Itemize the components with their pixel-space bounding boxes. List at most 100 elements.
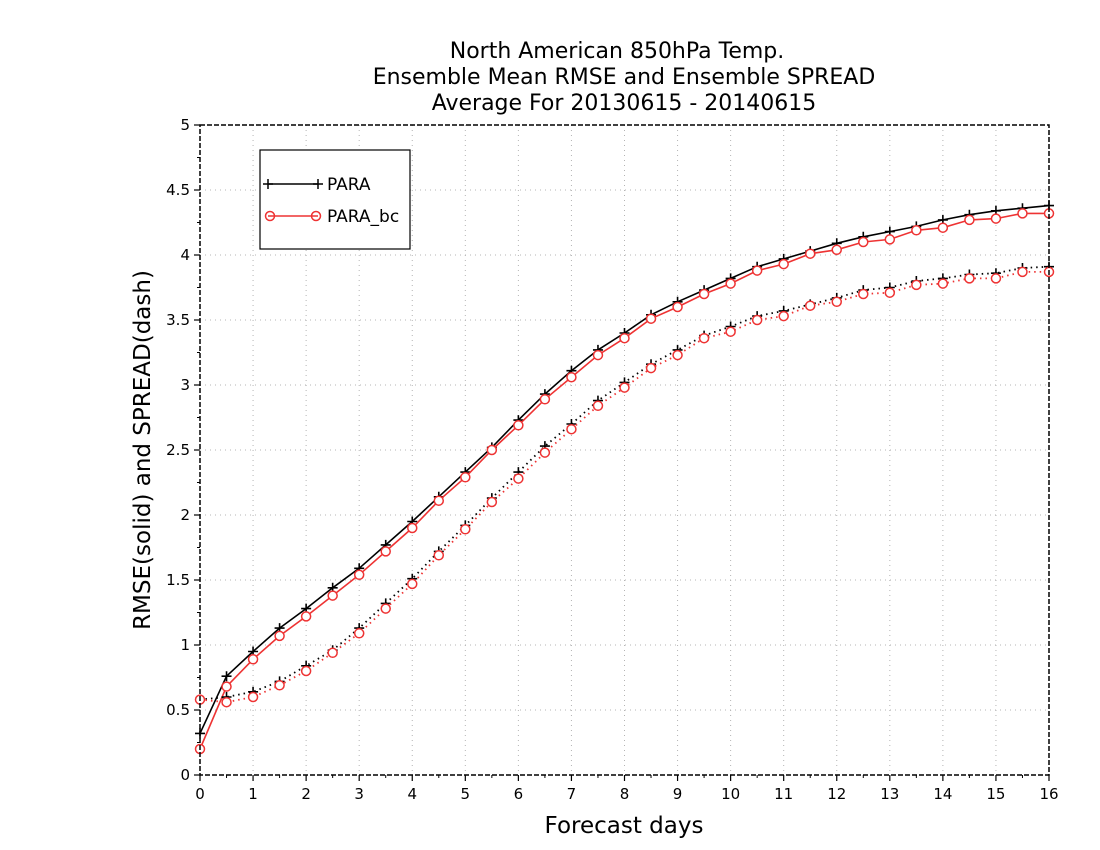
data-point	[221, 671, 232, 682]
data-point	[274, 630, 285, 642]
series-line	[199, 212, 1049, 750]
legend: PARA PARA_bc	[259, 149, 411, 250]
x-tick-label: 13	[880, 785, 899, 803]
data-point	[751, 314, 763, 326]
data-point	[433, 550, 445, 561]
data-point	[672, 301, 683, 313]
data-point	[619, 382, 630, 393]
data-point	[539, 394, 551, 405]
y-axis-label: RMSE(solid) and SPREAD(dash)	[130, 270, 156, 630]
x-tick-label: 0	[195, 785, 205, 803]
series-para-bc-rmse	[194, 208, 1055, 755]
data-point	[937, 222, 949, 233]
data-point	[1017, 266, 1028, 278]
data-point	[221, 681, 232, 692]
x-tick-label: 12	[827, 785, 846, 803]
title-line-1: North American 850hPa Temp.	[450, 39, 785, 64]
x-tick-label: 14	[933, 785, 952, 803]
data-point	[698, 332, 710, 344]
data-point	[619, 332, 630, 344]
data-point	[513, 420, 524, 431]
plot-frame	[199, 124, 1050, 776]
legend-marker-para-left	[263, 179, 273, 189]
data-point	[990, 213, 1002, 224]
x-axis-label: Forecast days	[545, 813, 704, 839]
data-point	[327, 647, 338, 659]
data-point	[964, 273, 975, 284]
data-point	[911, 279, 922, 291]
data-point	[353, 569, 365, 581]
x-tick-label: 3	[354, 785, 364, 803]
data-point	[645, 313, 657, 324]
data-point	[1017, 208, 1028, 219]
data-point	[592, 349, 604, 361]
x-tick-label: 7	[567, 785, 577, 803]
data-point	[247, 691, 259, 703]
y-tick-label: 3	[180, 376, 190, 394]
data-point	[858, 236, 869, 248]
y-tick-label: 0.5	[166, 701, 190, 719]
data-point	[778, 310, 789, 322]
data-point	[831, 244, 842, 256]
data-point	[274, 680, 285, 691]
data-point	[884, 234, 896, 245]
title-line-2: Ensemble Mean RMSE and Ensemble SPREAD	[373, 65, 876, 90]
grid	[200, 125, 1049, 775]
legend-label-para: PARA	[327, 175, 371, 195]
legend-marker-para-right	[313, 179, 323, 189]
x-tick-label: 5	[461, 785, 471, 803]
y-tick-label: 5	[180, 116, 190, 134]
series-layer	[194, 200, 1055, 755]
series-para-bc-spread	[194, 266, 1055, 708]
legend-marker-para-bc-left	[264, 210, 276, 222]
y-tick-label: 4.5	[166, 181, 190, 199]
data-point	[407, 578, 418, 590]
data-point	[460, 472, 471, 483]
y-tick-label: 3.5	[166, 311, 190, 329]
data-point	[725, 326, 736, 337]
data-point	[964, 214, 975, 226]
title-line-3: Average For 20130615 - 20140615	[432, 91, 817, 116]
data-point	[751, 265, 763, 276]
axis-ticks: 0 1 2 3 4 5 6 7 8 9 10 11 12 13 14 15 1600.511.522.533.5…	[166, 116, 1058, 803]
legend-box	[259, 149, 411, 250]
y-tick-label: 4	[180, 246, 190, 264]
data-point	[672, 349, 683, 361]
x-tick-label: 8	[620, 785, 630, 803]
y-tick-label: 2	[180, 506, 190, 524]
data-point	[486, 496, 498, 508]
chart-title: North American 850hPa Temp. Ensemble Mea…	[373, 39, 876, 116]
x-tick-label: 11	[774, 785, 793, 803]
data-point	[247, 654, 259, 665]
data-point	[990, 273, 1002, 284]
y-tick-label: 1	[180, 636, 190, 654]
x-tick-label: 15	[986, 785, 1005, 803]
data-point	[433, 495, 445, 506]
y-tick-label: 1.5	[166, 571, 190, 589]
x-tick-label: 9	[673, 785, 683, 803]
data-point	[804, 300, 816, 311]
x-tick-label: 2	[301, 785, 311, 803]
data-point	[804, 248, 816, 259]
data-point	[778, 258, 789, 270]
data-point	[353, 628, 365, 639]
data-point	[831, 296, 842, 308]
data-point	[884, 287, 896, 298]
data-point	[380, 603, 391, 614]
data-point	[698, 288, 710, 300]
x-tick-label: 16	[1039, 785, 1058, 803]
data-point	[566, 371, 577, 383]
y-tick-label: 2.5	[166, 441, 190, 459]
data-point	[911, 225, 922, 236]
legend-entry-para-bc: PARA_bc	[264, 207, 399, 227]
y-tick-label: 0	[180, 766, 190, 784]
data-point	[460, 524, 471, 535]
data-point	[566, 423, 577, 435]
data-point	[592, 400, 604, 412]
legend-entry-para: PARA	[263, 175, 371, 195]
data-point	[539, 447, 551, 458]
data-point	[645, 362, 657, 374]
data-point	[380, 546, 391, 557]
x-tick-label: 6	[514, 785, 524, 803]
data-point	[407, 522, 418, 534]
